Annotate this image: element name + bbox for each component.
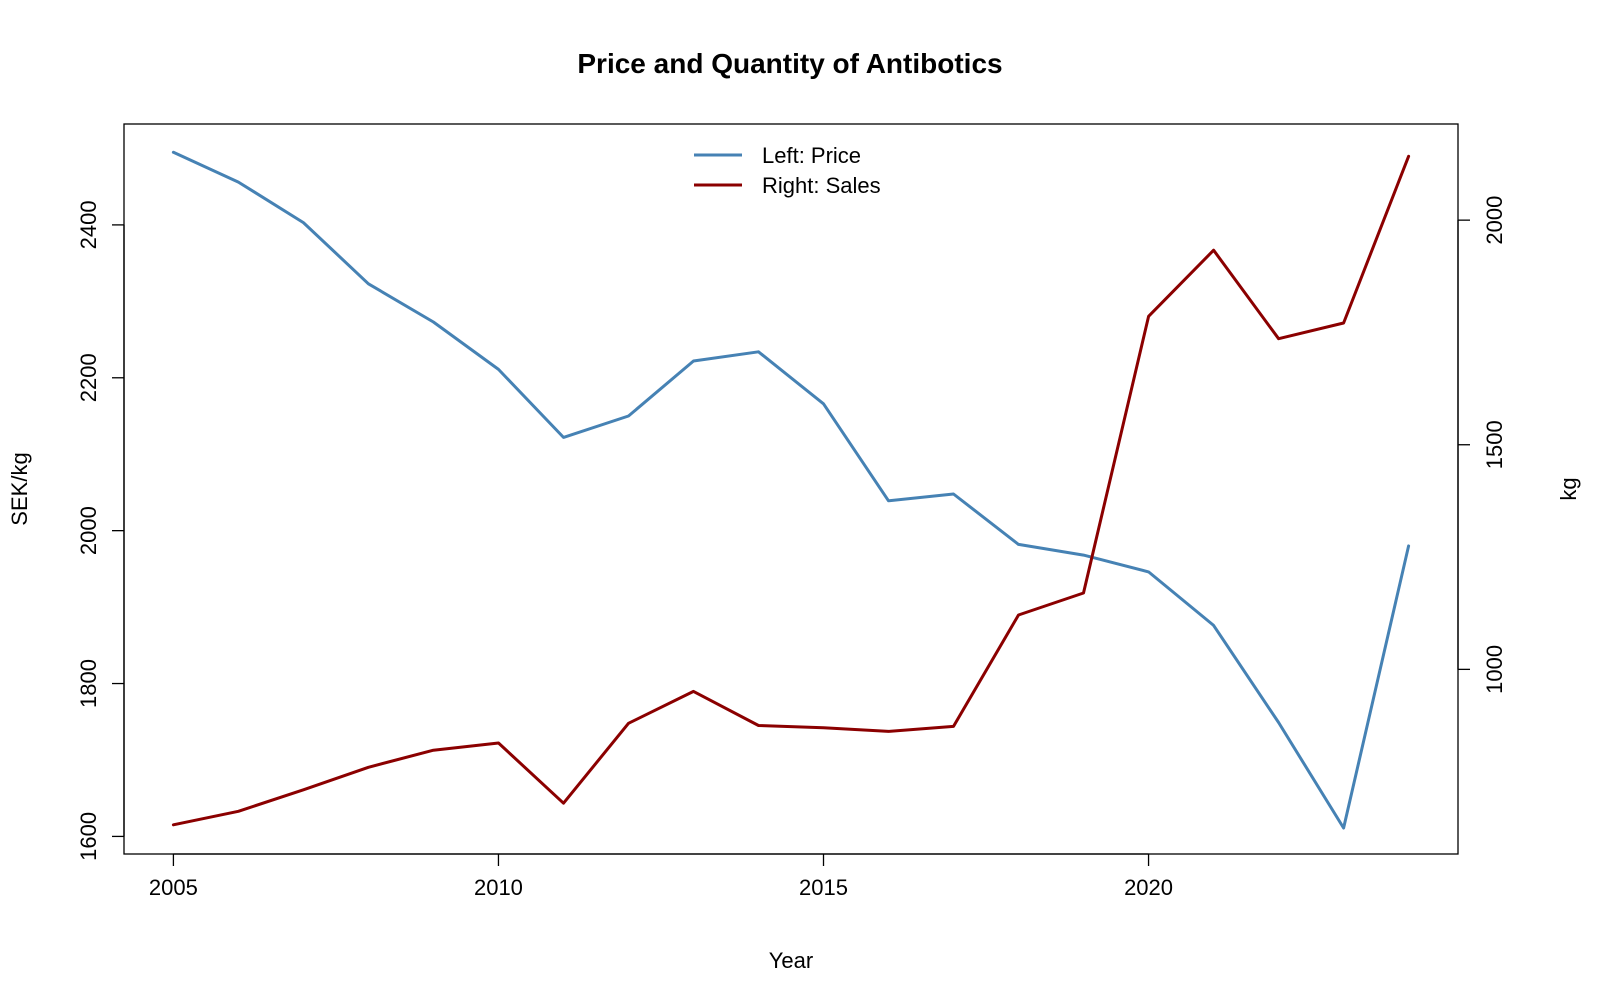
x-tick-label: 2005 [149, 875, 198, 900]
y-axis-left: 1600 1800 2000 2200 2400 [76, 200, 125, 861]
series-line-sales [171, 154, 1411, 827]
y-right-tick-label: 1500 [1482, 420, 1507, 469]
series-line-price [171, 150, 1411, 830]
legend-label-price: Left: Price [762, 143, 861, 168]
x-tick-label: 2015 [799, 875, 848, 900]
y-left-tick-label: 1600 [76, 812, 101, 861]
x-axis: 2005 2010 2015 2020 [149, 853, 1173, 900]
y-right-tick-label: 1000 [1482, 645, 1507, 694]
y-left-tick-label: 1800 [76, 659, 101, 708]
x-axis-label: Year [769, 948, 813, 973]
chart-title: Price and Quantity of Antibotics [577, 48, 1002, 79]
y-axis-left-label: SEK/kg [7, 452, 32, 525]
y-left-tick-label: 2000 [76, 506, 101, 555]
series-layer [171, 150, 1411, 830]
legend: Left: Price Right: Sales [694, 143, 881, 198]
legend-label-sales: Right: Sales [762, 173, 881, 198]
x-tick-label: 2010 [474, 875, 523, 900]
y-left-tick-label: 2200 [76, 353, 101, 402]
y-left-tick-label: 2400 [76, 200, 101, 249]
x-tick-label: 2020 [1124, 875, 1173, 900]
y-axis-right: 1000 1500 2000 [1457, 196, 1507, 694]
y-right-tick-label: 2000 [1482, 196, 1507, 245]
y-axis-right-label: kg [1556, 477, 1581, 500]
plot-frame [123, 123, 1459, 855]
